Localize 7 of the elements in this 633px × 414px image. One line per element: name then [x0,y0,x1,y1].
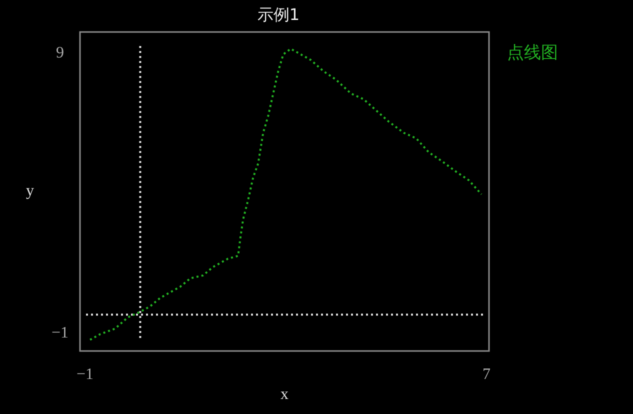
text: 点线图 [507,43,558,63]
x-axis-title: x [280,386,288,403]
chart-title: 示例1 [257,5,300,24]
y-tick-label: 9 [56,44,64,62]
line-series [89,48,482,341]
x-tick-label: 7 [482,366,490,383]
y-axis-title: y [26,182,34,200]
